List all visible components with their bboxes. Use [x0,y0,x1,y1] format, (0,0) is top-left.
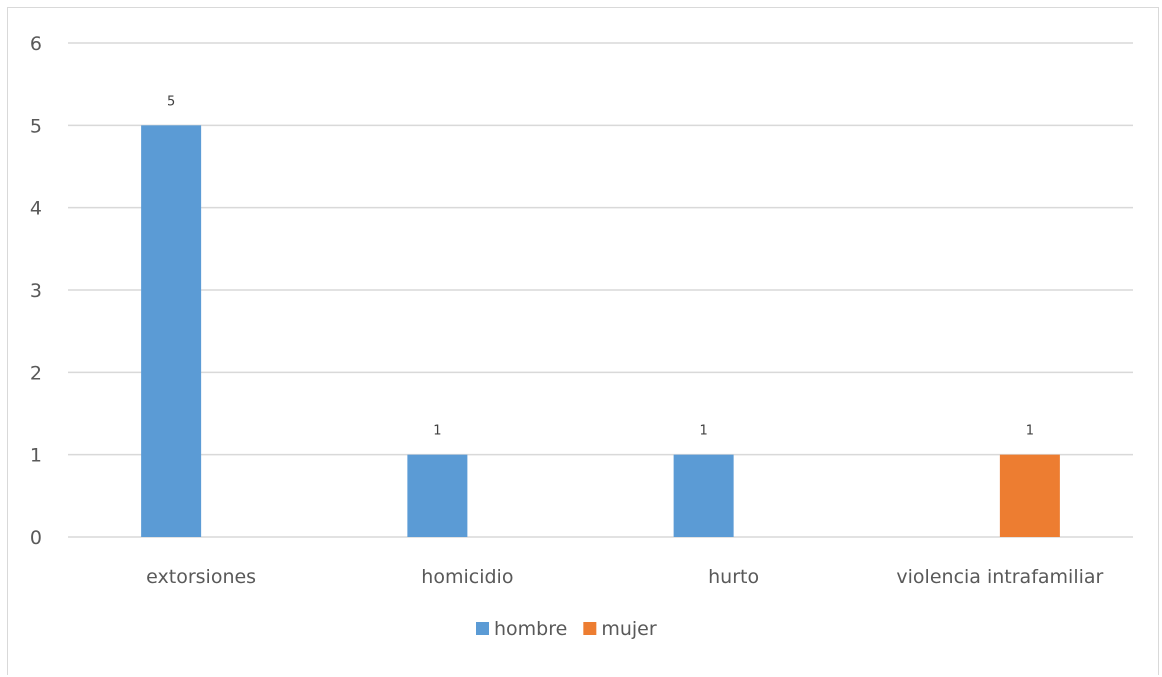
gridlines [68,42,1133,538]
legend-swatch-mujer [583,622,597,635]
bars [141,125,1060,537]
y-tick-label: 6 [30,33,42,55]
data-label: 1 [699,424,707,439]
y-tick-label: 3 [30,280,42,302]
y-axis-tick-labels: 0 1 2 3 4 5 6 [30,33,42,549]
data-labels: 5 1 1 1 [167,94,1034,438]
legend-label-mujer: mujer [601,618,657,640]
x-category-label: hurto [708,566,759,588]
chart-frame: 0 1 2 3 4 5 6 5 1 1 1 extorsiones homicidio hurto vi… [7,7,1159,675]
bar-chart: 0 1 2 3 4 5 6 5 1 1 1 extorsiones homicidio hurto vi… [30,33,1133,640]
y-tick-label: 2 [30,362,42,384]
bar-hombre-extorsiones [141,125,202,537]
legend: hombre mujer [476,618,657,640]
legend-label-hombre: hombre [494,618,567,640]
bar-hombre-hurto [673,454,734,537]
y-tick-label: 5 [30,115,42,137]
x-category-label: homicidio [421,566,513,588]
data-label: 5 [167,94,175,109]
bar-hombre-homicidio [407,454,468,537]
y-tick-label: 1 [30,445,42,467]
x-category-label: violencia intrafamiliar [896,566,1103,588]
x-axis-category-labels: extorsiones homicidio hurto violencia intra… [146,566,1103,588]
y-tick-label: 0 [30,527,42,549]
x-category-label: extorsiones [146,566,256,588]
data-label: 1 [1026,424,1034,439]
data-label: 1 [433,424,441,439]
legend-swatch-hombre [476,622,489,635]
y-tick-label: 4 [30,198,42,220]
bar-mujer-violencia-intrafamiliar [999,454,1060,537]
